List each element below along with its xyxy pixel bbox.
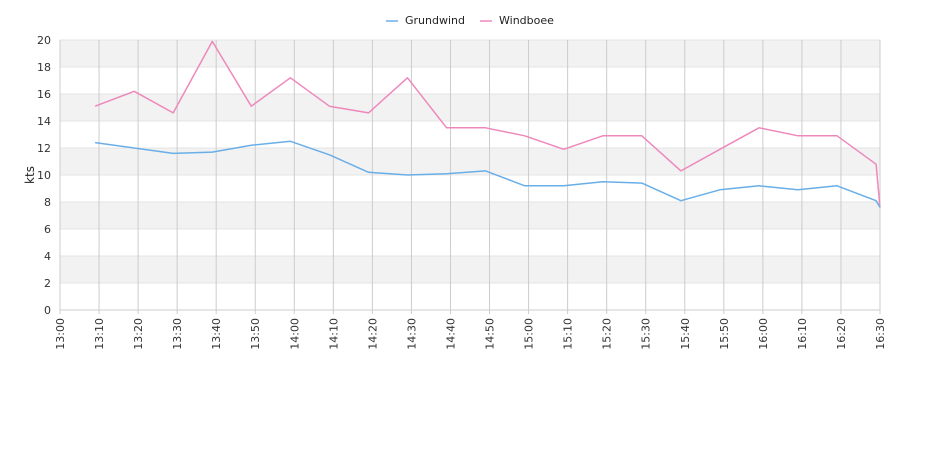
legend-item-grundwind[interactable]: Grundwind [386,14,465,27]
x-tick-label: 15:00 [523,318,536,350]
x-axis-ticks: 13:00 13:10 13:20 13:30 13:40 13:50 14:00 14:10… [54,318,887,350]
x-tick-label: 15:40 [679,318,692,350]
grid-band [60,202,880,229]
x-tick-label: 13:50 [249,318,262,350]
y-tick-label: 8 [44,196,51,209]
x-tick-label: 15:10 [562,318,575,350]
y-tick-label: 20 [37,34,51,47]
x-tick-label: 16:20 [835,318,848,350]
x-tick-label: 13:30 [171,318,184,350]
grid-band [60,229,880,256]
y-axis-label: kts [23,166,37,184]
y-tick-label: 2 [44,277,51,290]
grid-band [60,94,880,121]
x-tick-label: 16:30 [874,318,887,350]
grid-band [60,175,880,202]
legend-item-windboee[interactable]: Windboee [480,14,554,27]
grid-band [60,256,880,283]
vertical-gridlines [59,40,881,314]
grid-band [60,283,880,310]
y-tick-label: 0 [44,304,51,317]
y-tick-label: 16 [37,88,51,101]
x-tick-label: 14:10 [327,318,340,350]
series-line-grundwind [94,140,881,208]
x-tick-label: 14:30 [405,318,418,350]
series-lines [94,40,881,208]
x-tick-label: 14:20 [366,318,379,350]
y-tick-label: 14 [37,115,51,128]
x-tick-label: 15:20 [601,318,614,350]
legend-label: Windboee [499,14,554,27]
legend-label: Grundwind [405,14,465,27]
y-tick-label: 6 [44,223,51,236]
grid-band [60,40,880,67]
series-line-windboee [94,40,881,208]
chart-background-bands [60,39,880,311]
x-tick-label: 16:10 [796,318,809,350]
y-tick-label: 10 [37,169,51,182]
x-tick-label: 14:50 [484,318,497,350]
grid-band [60,148,880,175]
legend[interactable]: Grundwind Windboee [386,14,554,27]
x-tick-label: 15:50 [718,318,731,350]
x-tick-label: 13:40 [210,318,223,350]
grid-band [60,121,880,148]
x-tick-label: 14:00 [288,318,301,350]
x-tick-label: 15:30 [640,318,653,350]
y-tick-label: 18 [37,61,51,74]
x-tick-label: 13:20 [132,318,145,350]
grid-band [60,67,880,94]
y-tick-label: 12 [37,142,51,155]
x-tick-label: 13:10 [93,318,106,350]
x-tick-label: 16:00 [757,318,770,350]
y-tick-label: 4 [44,250,51,263]
x-tick-label: 14:40 [444,318,457,350]
x-tick-label: 13:00 [54,318,67,350]
y-axis-ticks: 0 2 4 6 8 10 12 14 16 18 20 [37,34,51,317]
